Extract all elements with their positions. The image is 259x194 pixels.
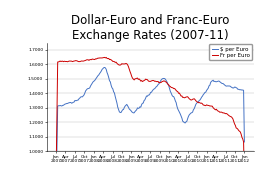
Fr per Euro [103,56,106,59]
Title: Dollar-Euro and Franc-Euro
Exchange Rates (2007-11): Dollar-Euro and Franc-Euro Exchange Rate… [71,14,229,42]
Fr per Euro [89,58,92,61]
Line: Fr per Euro: Fr per Euro [56,57,244,181]
Fr per Euro [242,141,245,143]
$ per Euro [243,141,246,143]
Line: $ per Euro: $ per Euro [56,68,244,194]
Fr per Euro [208,105,211,107]
$ per Euro [242,89,245,92]
$ per Euro [103,66,106,69]
Legend: $ per Euro, Fr per Euro: $ per Euro, Fr per Euro [209,44,252,60]
$ per Euro [119,111,123,114]
Fr per Euro [119,63,123,66]
Fr per Euro [230,116,233,118]
$ per Euro [208,84,211,86]
$ per Euro [204,91,207,93]
Fr per Euro [243,180,246,182]
$ per Euro [230,86,233,88]
$ per Euro [89,85,92,87]
Fr per Euro [204,105,207,107]
Fr per Euro [54,178,57,180]
